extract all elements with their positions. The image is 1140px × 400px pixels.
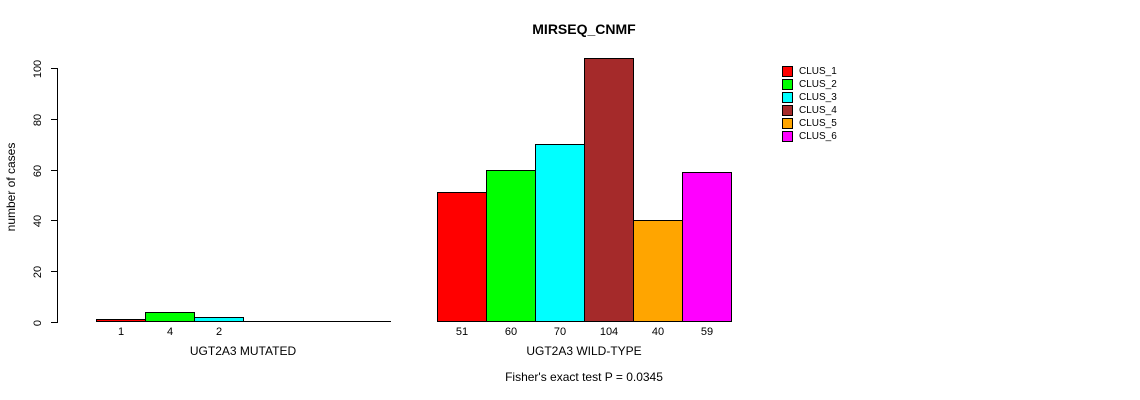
bar-clus_3 — [194, 317, 244, 322]
group-label-wild-type: UGT2A3 WILD-TYPE — [526, 344, 642, 358]
legend-swatch-icon — [782, 79, 793, 90]
y-tick-label: 100 — [32, 59, 44, 78]
zero-bar-clus_5 — [292, 321, 342, 322]
bar-value-label: 59 — [700, 326, 714, 338]
y-tick-label: 0 — [32, 319, 44, 326]
bar-clus_2 — [486, 170, 536, 322]
group-label-mutated: UGT2A3 MUTATED — [189, 344, 297, 358]
legend-item-clus_2: CLUS_2 — [782, 78, 837, 91]
bar-value-label: 104 — [599, 326, 619, 338]
bar-clus_1 — [437, 192, 487, 322]
bar-value-label: 60 — [504, 326, 518, 338]
bar-clus_2 — [145, 312, 195, 322]
legend-swatch-icon — [782, 118, 793, 129]
legend-label: CLUS_3 — [799, 92, 837, 103]
y-tick-mark — [51, 119, 57, 120]
y-tick-mark — [51, 68, 57, 69]
y-axis-line — [57, 68, 58, 323]
bar-value-label: 70 — [553, 326, 567, 338]
bar-value-label: 1 — [117, 326, 125, 338]
legend-swatch-icon — [782, 131, 793, 142]
bar-clus_3 — [535, 144, 585, 322]
y-tick-mark — [51, 170, 57, 171]
legend-item-clus_3: CLUS_3 — [782, 91, 837, 104]
y-tick-label: 20 — [32, 265, 44, 278]
bar-clus_6 — [682, 172, 732, 322]
legend-swatch-icon — [782, 66, 793, 77]
zero-bar-clus_4 — [243, 321, 293, 322]
legend-label: CLUS_4 — [799, 105, 837, 116]
y-tick-label: 80 — [32, 113, 44, 126]
bar-clus_5 — [633, 220, 683, 322]
legend-label: CLUS_1 — [799, 66, 837, 77]
bar-clus_1 — [96, 319, 146, 322]
bar-value-label: 40 — [651, 326, 665, 338]
y-tick-mark — [51, 322, 57, 323]
legend-item-clus_1: CLUS_1 — [782, 65, 837, 78]
legend-item-clus_4: CLUS_4 — [782, 104, 837, 117]
bar-clus_4 — [584, 58, 634, 322]
y-tick-mark — [51, 271, 57, 272]
legend-item-clus_6: CLUS_6 — [782, 130, 837, 143]
y-tick-label: 60 — [32, 164, 44, 177]
bar-value-label: 51 — [455, 326, 469, 338]
zero-bar-clus_6 — [341, 321, 391, 322]
y-tick-label: 40 — [32, 214, 44, 227]
legend-swatch-icon — [782, 92, 793, 103]
subtitle-fisher-test: Fisher's exact test P = 0.0345 — [505, 370, 663, 384]
bar-value-label: 4 — [166, 326, 174, 338]
y-tick-mark — [51, 220, 57, 221]
chart-title: MIRSEQ_CNMF — [532, 21, 636, 37]
legend-swatch-icon — [782, 105, 793, 116]
bar-value-label: 2 — [215, 326, 223, 338]
legend-label: CLUS_2 — [799, 79, 837, 90]
legend-item-clus_5: CLUS_5 — [782, 117, 837, 130]
y-axis-label: number of cases — [4, 142, 18, 232]
legend: CLUS_1 CLUS_2 CLUS_3 CLUS_4 CLUS_5 CLUS_6 — [782, 65, 837, 143]
legend-label: CLUS_6 — [799, 131, 837, 142]
legend-label: CLUS_5 — [799, 118, 837, 129]
